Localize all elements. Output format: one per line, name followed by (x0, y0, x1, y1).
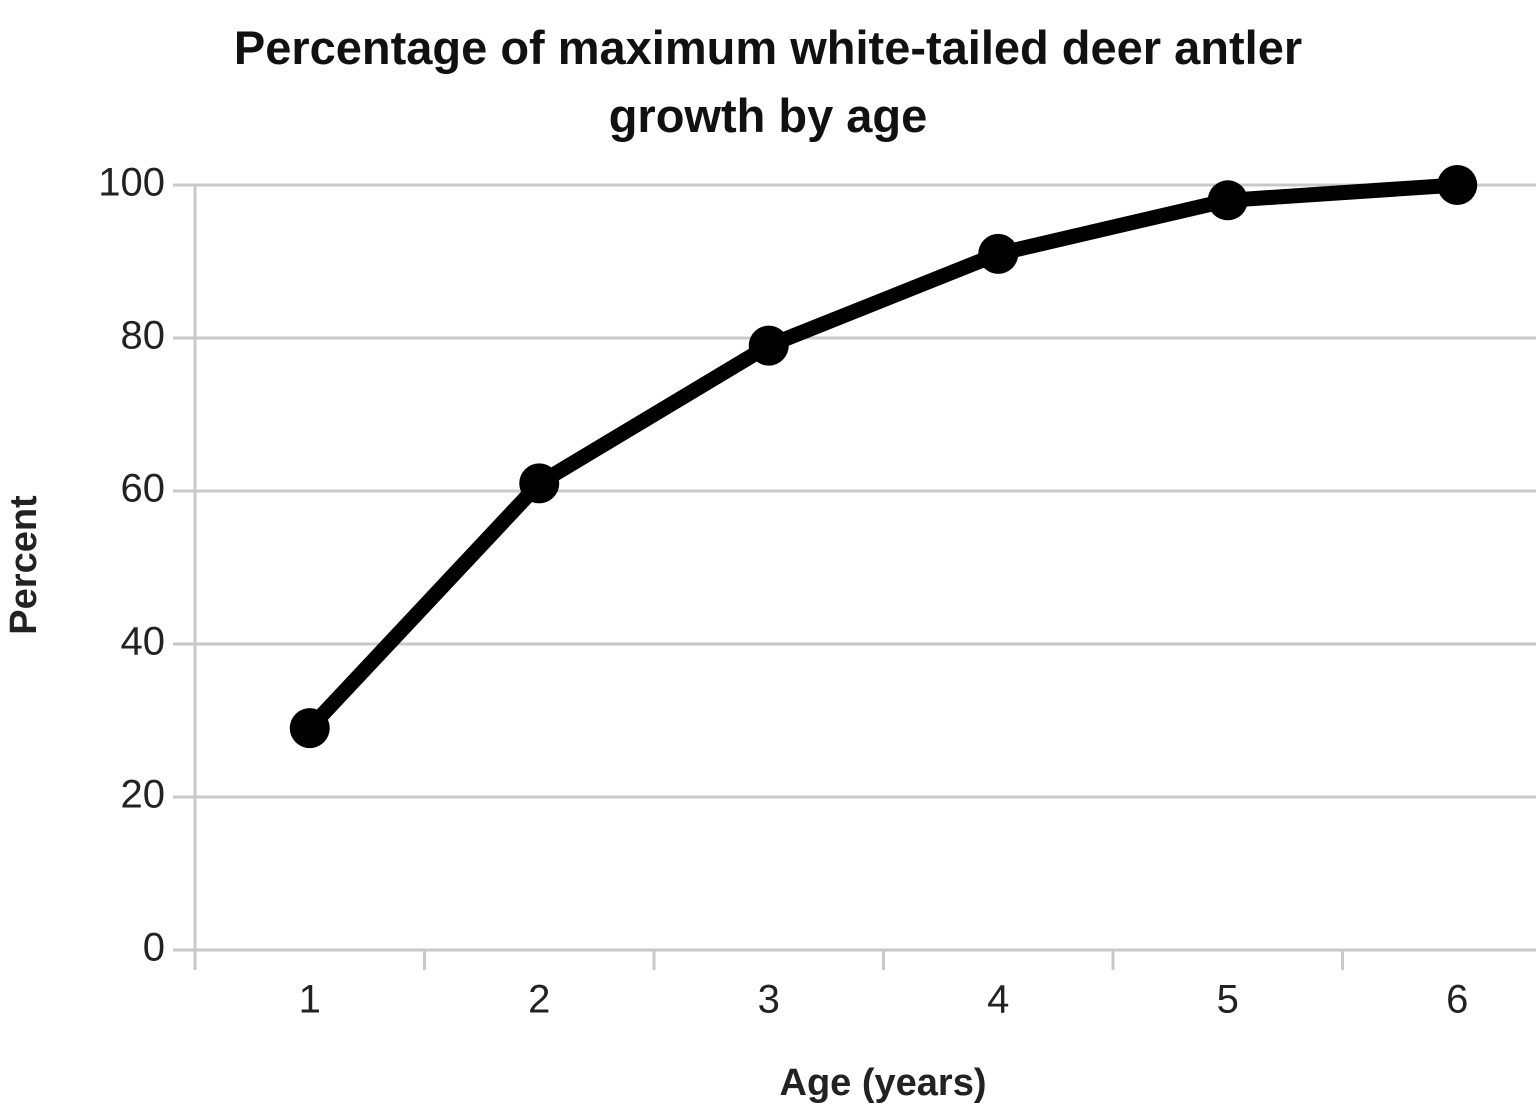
y-tick-label: 20 (121, 773, 166, 817)
data-point (519, 463, 560, 504)
x-tick-label: 5 (1217, 978, 1239, 1022)
x-tick-label: 3 (758, 978, 780, 1022)
y-axis-title: Percent (3, 495, 45, 635)
data-line (304, 177, 1458, 734)
x-tick-label: 1 (299, 978, 321, 1022)
y-tick-label: 40 (121, 620, 166, 664)
title-box: Percentage of maximum white-tailed deer … (0, 14, 1536, 150)
y-tick-label: 80 (121, 314, 166, 358)
data-point (289, 708, 330, 749)
y-tick-label: 60 (121, 467, 166, 511)
chart-title: Percentage of maximum white-tailed deer … (233, 21, 1303, 142)
x-tick-label: 2 (528, 978, 550, 1022)
y-tick-label: 100 (98, 161, 165, 205)
x-axis-title: Age (years) (780, 1062, 987, 1104)
x-tick-label: 6 (1446, 978, 1468, 1022)
data-point (748, 325, 789, 366)
x-tick-label: 4 (987, 978, 1009, 1022)
data-point (978, 233, 1019, 274)
y-tick-label: 0 (143, 926, 165, 970)
data-point (1207, 180, 1248, 221)
data-point (1437, 165, 1478, 205)
